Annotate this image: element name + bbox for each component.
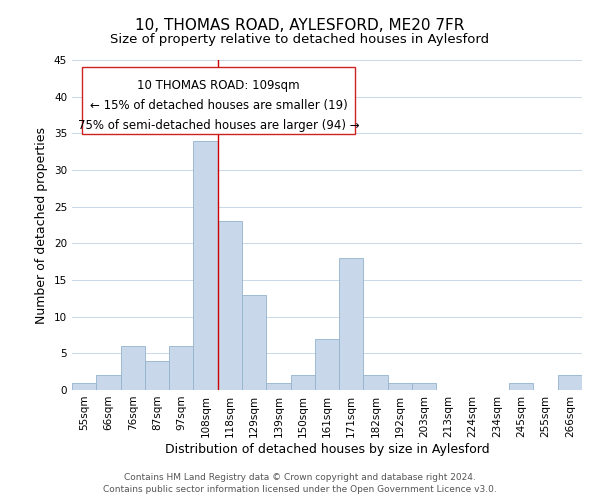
Bar	[218, 222, 242, 390]
Bar	[121, 346, 145, 390]
Text: 10, THOMAS ROAD, AYLESFORD, ME20 7FR: 10, THOMAS ROAD, AYLESFORD, ME20 7FR	[136, 18, 464, 32]
Bar	[96, 376, 121, 390]
Bar	[290, 376, 315, 390]
Bar	[388, 382, 412, 390]
Text: 75% of semi-detached houses are larger (94) →: 75% of semi-detached houses are larger (…	[78, 119, 359, 132]
Bar	[558, 376, 582, 390]
Bar	[72, 382, 96, 390]
Text: ← 15% of detached houses are smaller (19): ← 15% of detached houses are smaller (19…	[90, 100, 347, 112]
Bar	[169, 346, 193, 390]
Bar	[145, 360, 169, 390]
Text: Contains HM Land Registry data © Crown copyright and database right 2024.
Contai: Contains HM Land Registry data © Crown c…	[103, 472, 497, 494]
Text: 10 THOMAS ROAD: 109sqm: 10 THOMAS ROAD: 109sqm	[137, 79, 300, 92]
Bar	[509, 382, 533, 390]
Bar	[364, 376, 388, 390]
FancyBboxPatch shape	[82, 66, 355, 134]
Bar	[266, 382, 290, 390]
Text: Size of property relative to detached houses in Aylesford: Size of property relative to detached ho…	[110, 32, 490, 46]
X-axis label: Distribution of detached houses by size in Aylesford: Distribution of detached houses by size …	[164, 442, 490, 456]
Bar	[339, 258, 364, 390]
Bar	[315, 338, 339, 390]
Y-axis label: Number of detached properties: Number of detached properties	[35, 126, 49, 324]
Bar	[242, 294, 266, 390]
Bar	[193, 140, 218, 390]
Bar	[412, 382, 436, 390]
